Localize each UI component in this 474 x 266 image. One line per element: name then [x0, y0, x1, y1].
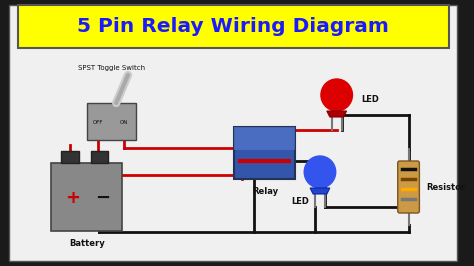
Bar — [51, 163, 122, 231]
Circle shape — [304, 156, 336, 188]
Circle shape — [321, 79, 353, 111]
Text: LED: LED — [361, 95, 379, 105]
Bar — [61, 151, 79, 163]
Text: Resistor: Resistor — [426, 182, 465, 192]
Bar — [91, 151, 108, 163]
Text: LED: LED — [292, 197, 309, 206]
Bar — [234, 127, 295, 179]
Polygon shape — [327, 111, 346, 117]
Text: +: + — [65, 189, 81, 207]
Text: −: − — [95, 189, 110, 207]
Text: SPST Toggle Switch: SPST Toggle Switch — [78, 65, 145, 71]
Text: ON: ON — [120, 120, 128, 126]
Text: 5 Pin Relay Wiring Diagram: 5 Pin Relay Wiring Diagram — [77, 18, 389, 36]
FancyBboxPatch shape — [9, 5, 457, 261]
Bar — [87, 103, 136, 140]
FancyBboxPatch shape — [398, 161, 419, 213]
Bar — [234, 127, 295, 150]
Text: Battery: Battery — [69, 239, 104, 247]
Text: OFF: OFF — [93, 120, 104, 126]
Bar — [18, 5, 449, 48]
Text: Relay: Relay — [252, 186, 278, 196]
Polygon shape — [310, 188, 330, 194]
